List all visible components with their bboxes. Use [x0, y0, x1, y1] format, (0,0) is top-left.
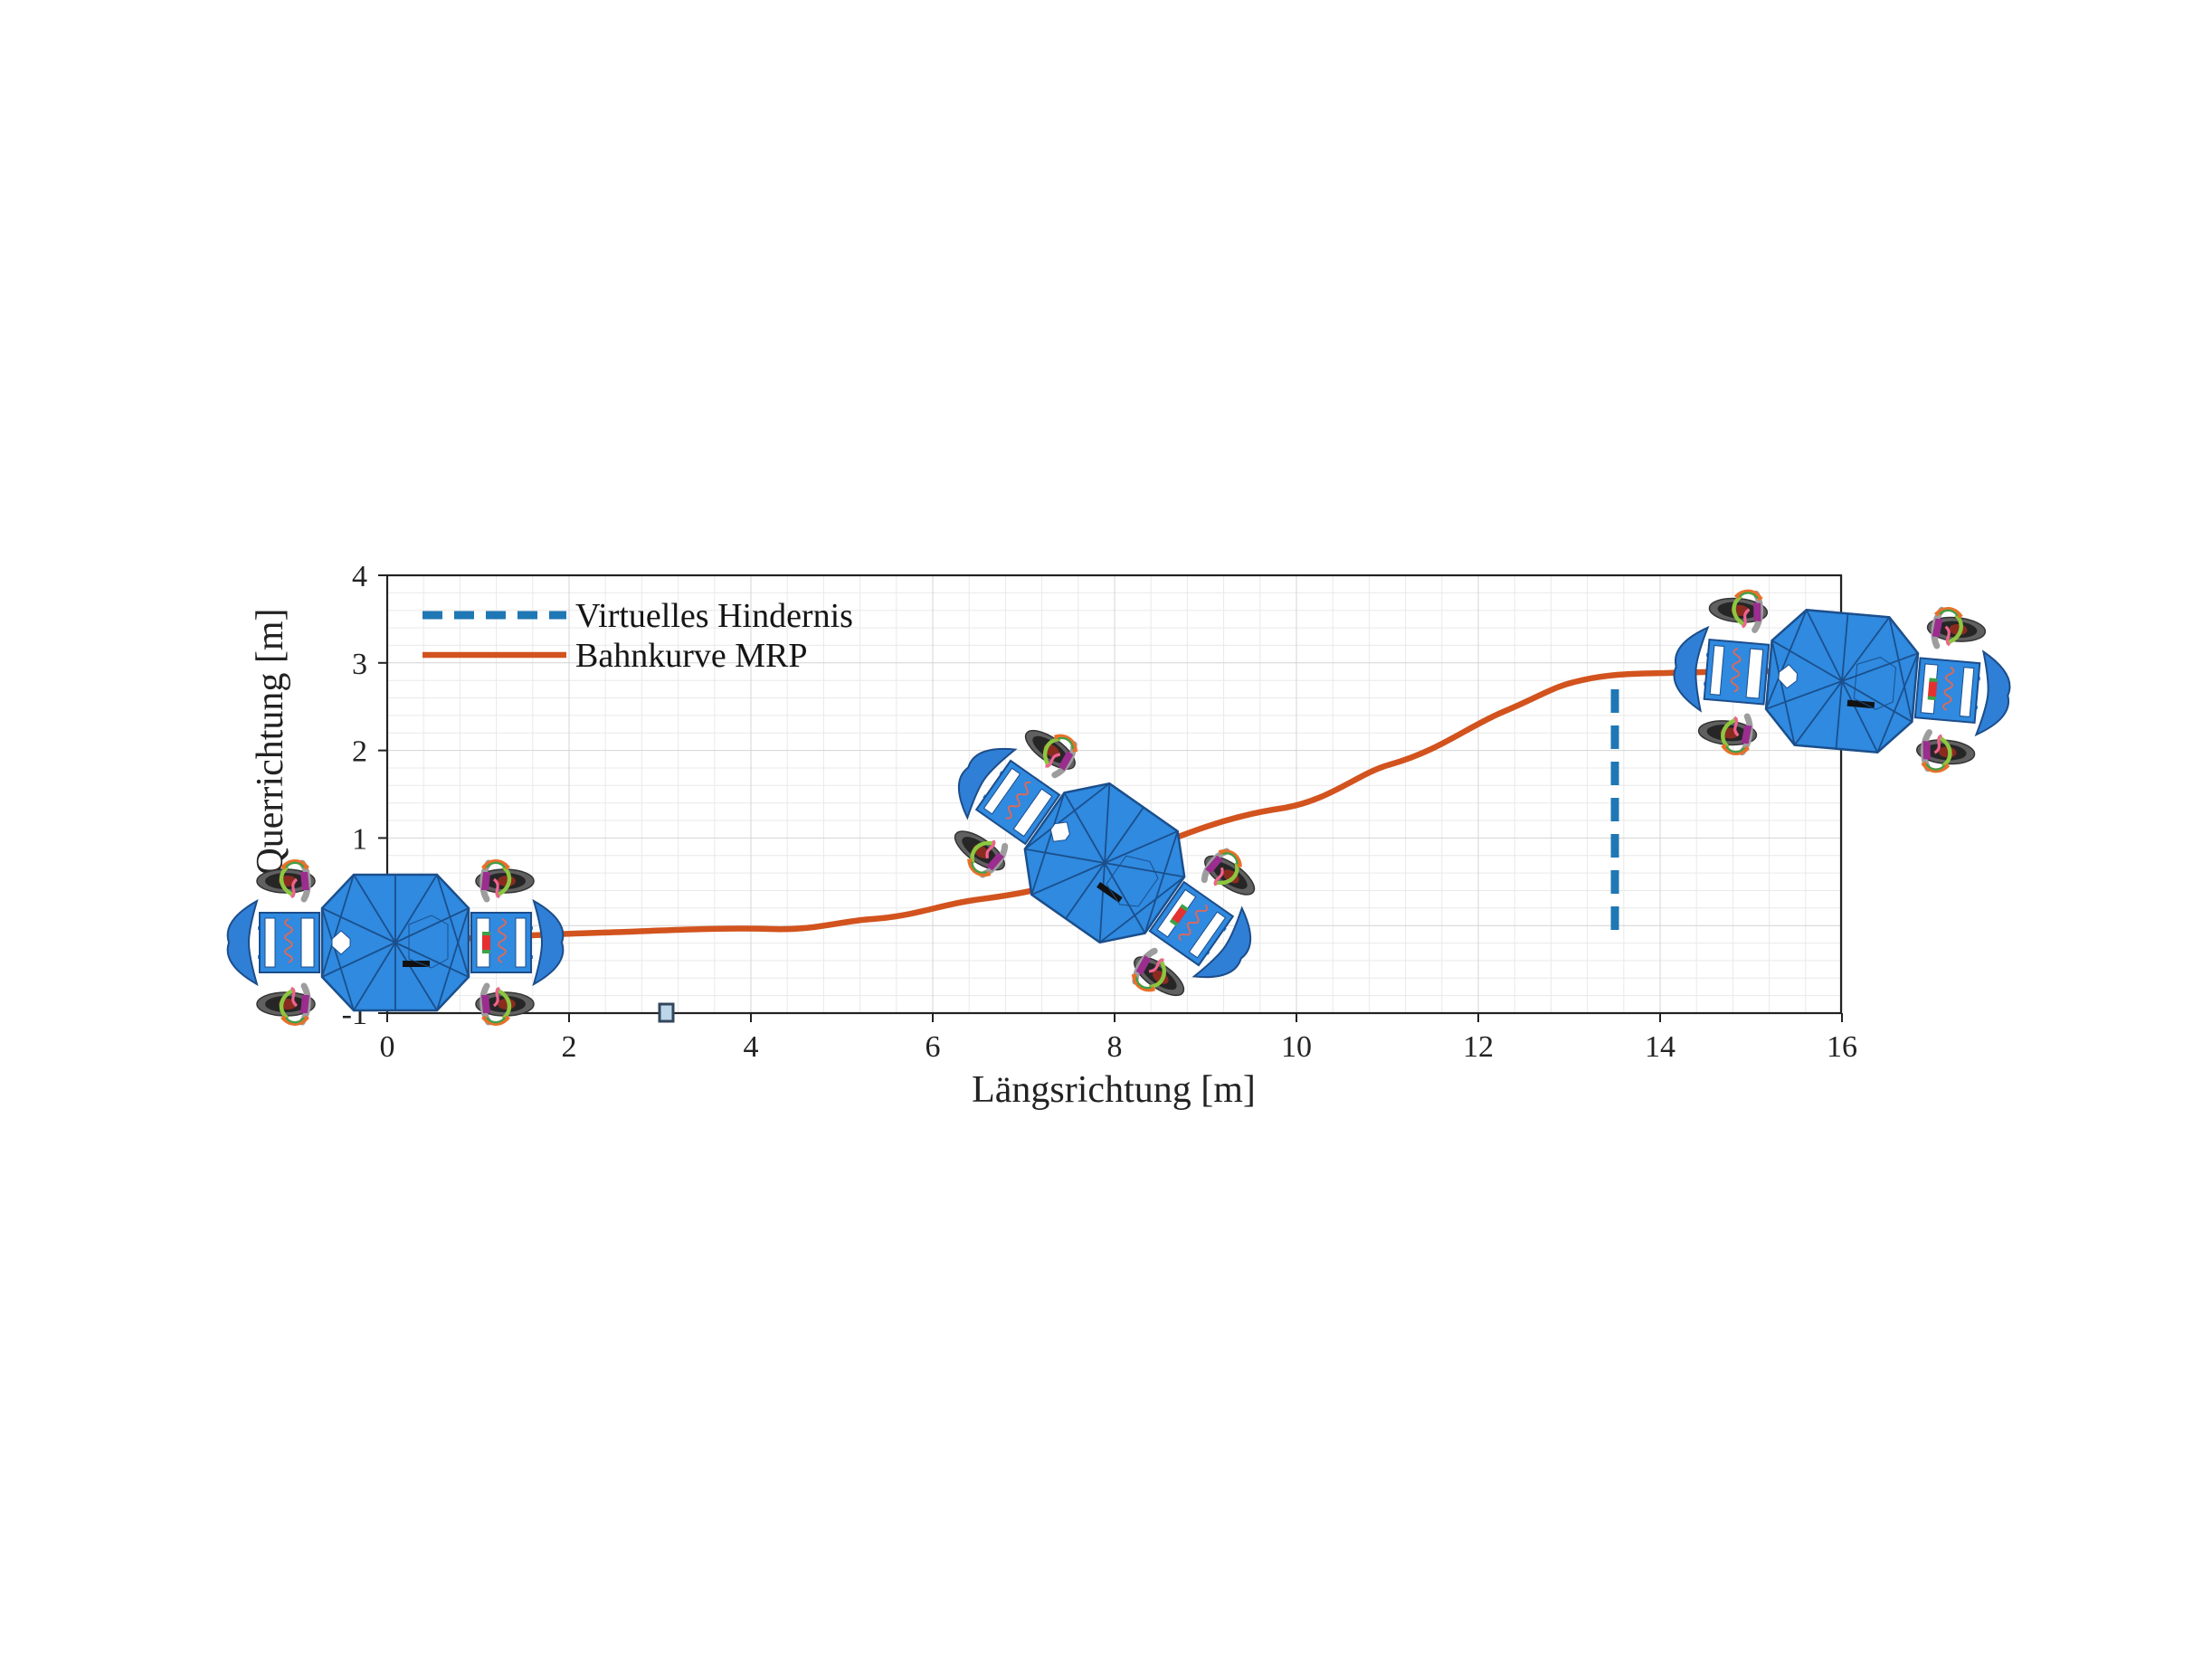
- svg-text:12: 12: [1463, 1030, 1494, 1064]
- svg-text:Längsrichtung [m]: Längsrichtung [m]: [972, 1069, 1256, 1111]
- svg-text:14: 14: [1645, 1030, 1676, 1064]
- svg-text:2: 2: [562, 1030, 577, 1064]
- svg-text:0: 0: [380, 1030, 395, 1064]
- svg-text:Bahnkurve MRP: Bahnkurve MRP: [575, 637, 808, 675]
- svg-text:4: 4: [744, 1030, 759, 1064]
- svg-text:2: 2: [352, 735, 367, 769]
- svg-text:3: 3: [352, 648, 367, 681]
- svg-text:16: 16: [1827, 1030, 1857, 1064]
- svg-text:Querrichtung [m]: Querrichtung [m]: [250, 608, 291, 875]
- svg-text:Virtuelles Hindernis: Virtuelles Hindernis: [575, 597, 853, 635]
- svg-text:8: 8: [1107, 1030, 1123, 1064]
- svg-text:10: 10: [1281, 1030, 1312, 1064]
- svg-text:4: 4: [352, 560, 367, 593]
- svg-text:6: 6: [926, 1030, 941, 1064]
- svg-text:1: 1: [352, 822, 367, 856]
